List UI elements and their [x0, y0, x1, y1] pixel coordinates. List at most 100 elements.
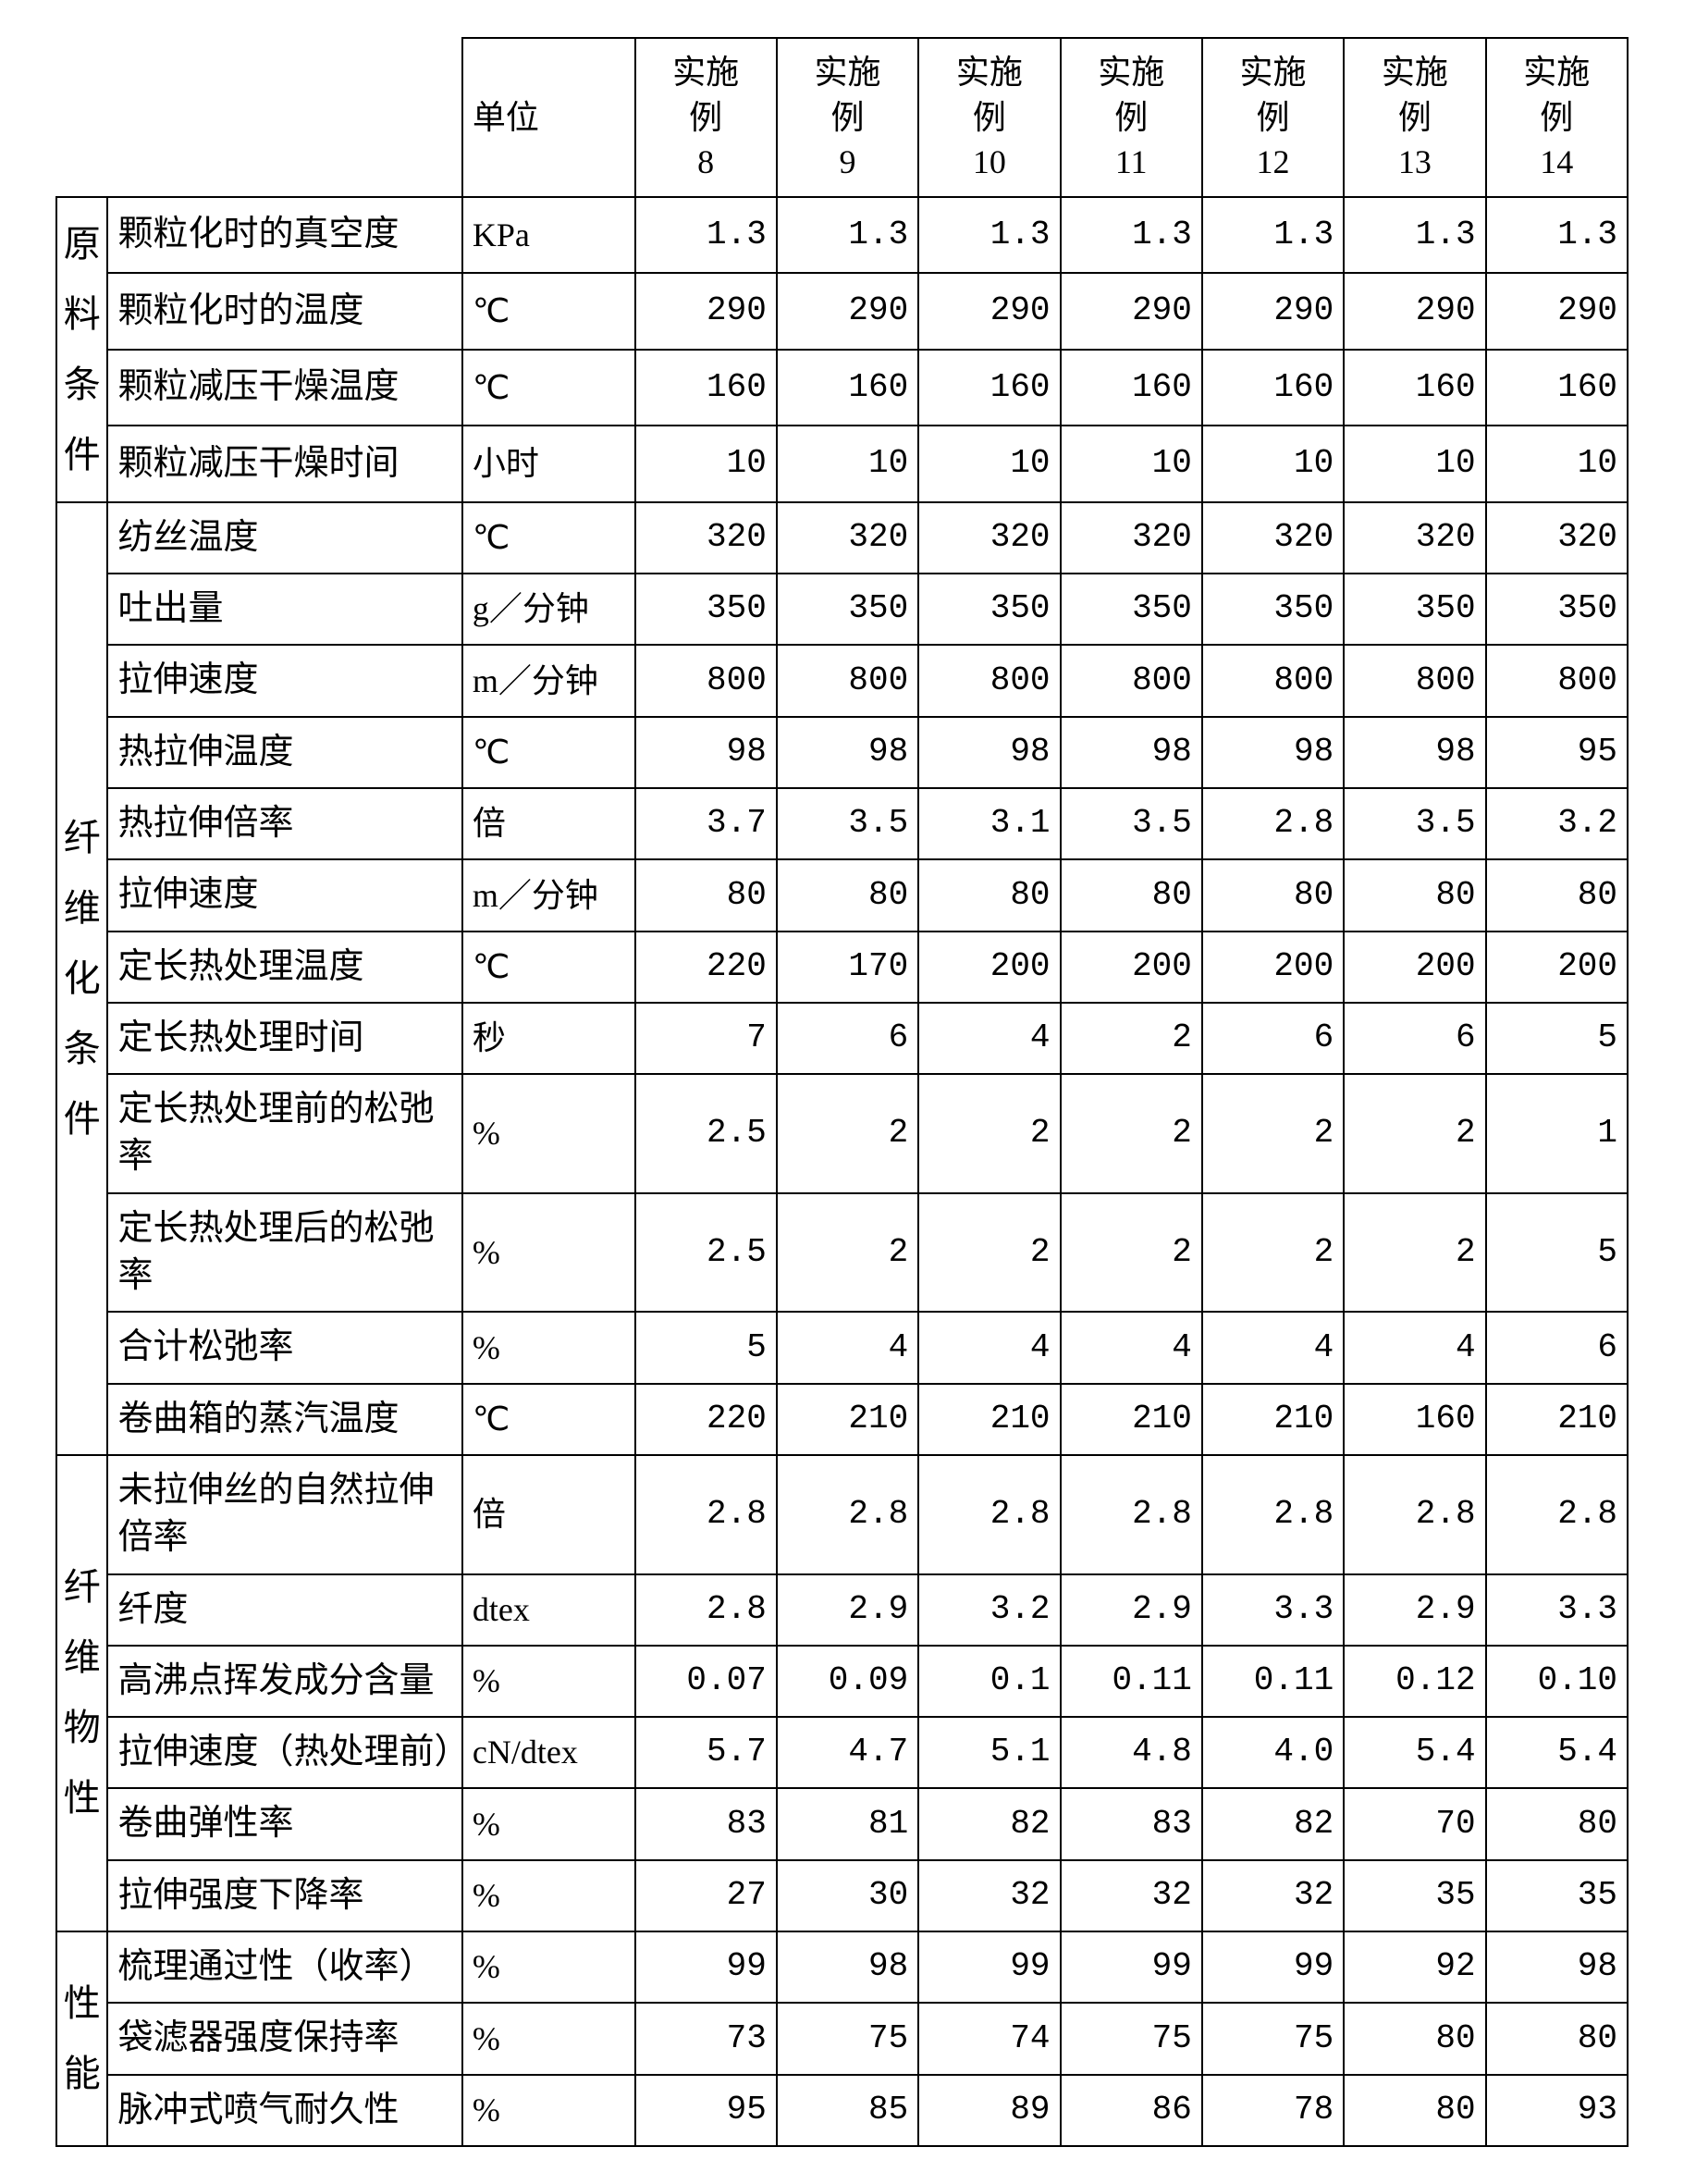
value-cell: 2.8: [1202, 1455, 1344, 1574]
table-row: 拉伸强度下降率%27303232323535: [56, 1860, 1628, 1931]
value-cell: 160: [1344, 1384, 1485, 1455]
table-row: 袋滤器强度保持率%73757475758080: [56, 2003, 1628, 2074]
value-cell: 80: [918, 859, 1060, 931]
value-cell: 1.3: [777, 197, 918, 274]
param-label: 合计松弛率: [107, 1312, 461, 1383]
param-label: 热拉伸倍率: [107, 788, 461, 859]
value-cell: 0.11: [1202, 1646, 1344, 1717]
value-cell: 75: [1202, 2003, 1344, 2074]
value-cell: 350: [777, 574, 918, 645]
value-cell: 10: [1202, 426, 1344, 502]
table-row: 热拉伸温度℃98989898989895: [56, 717, 1628, 788]
value-cell: 1.3: [1202, 197, 1344, 274]
value-cell: 83: [635, 1788, 777, 1859]
header-corner-blank: [56, 38, 462, 197]
value-cell: 2.9: [1061, 1574, 1202, 1646]
value-cell: 290: [1486, 273, 1628, 350]
value-cell: 4.0: [1202, 1717, 1344, 1788]
value-cell: 95: [635, 2075, 777, 2146]
value-cell: 350: [918, 574, 1060, 645]
value-cell: 4.8: [1061, 1717, 1202, 1788]
value-cell: 290: [918, 273, 1060, 350]
value-cell: 350: [1061, 574, 1202, 645]
value-cell: 0.1: [918, 1646, 1060, 1717]
value-cell: 99: [918, 1931, 1060, 2003]
unit-label: ℃: [462, 273, 635, 350]
value-cell: 10: [918, 426, 1060, 502]
table-row: 脉冲式喷气耐久性%95858986788093: [56, 2075, 1628, 2146]
value-cell: 800: [635, 645, 777, 716]
value-cell: 2: [1061, 1074, 1202, 1193]
value-cell: 80: [1061, 859, 1202, 931]
header-unit-label: 单位: [462, 38, 635, 197]
value-cell: 200: [1486, 932, 1628, 1003]
data-table: 单位实施 例 8实施 例 9实施 例 10实施 例 11实施 例 12实施 例 …: [55, 37, 1629, 2147]
param-label: 袋滤器强度保持率: [107, 2003, 461, 2074]
unit-label: %: [462, 1788, 635, 1859]
unit-label: ℃: [462, 502, 635, 574]
value-cell: 5: [635, 1312, 777, 1383]
param-label: 卷曲箱的蒸汽温度: [107, 1384, 461, 1455]
value-cell: 75: [1061, 2003, 1202, 2074]
unit-label: %: [462, 2003, 635, 2074]
value-cell: 4: [1061, 1312, 1202, 1383]
value-cell: 82: [918, 1788, 1060, 1859]
value-cell: 5: [1486, 1193, 1628, 1313]
table-row: 颗粒减压干燥温度℃160160160160160160160: [56, 350, 1628, 426]
value-cell: 99: [635, 1931, 777, 2003]
value-cell: 4: [777, 1312, 918, 1383]
table-row: 颗粒减压干燥时间小时10101010101010: [56, 426, 1628, 502]
table-row: 定长热处理后的松弛率%2.5222225: [56, 1193, 1628, 1313]
value-cell: 320: [1202, 502, 1344, 574]
unit-label: ℃: [462, 932, 635, 1003]
param-label: 脉冲式喷气耐久性: [107, 2075, 461, 2146]
value-cell: 2: [1344, 1193, 1485, 1313]
value-cell: 1.3: [1344, 197, 1485, 274]
table-row: 拉伸速度（热处理前）cN/dtex5.74.75.14.84.05.45.4: [56, 1717, 1628, 1788]
value-cell: 220: [635, 932, 777, 1003]
table-row: 热拉伸倍率倍3.73.53.13.52.83.53.2: [56, 788, 1628, 859]
param-label: 未拉伸丝的自然拉伸倍率: [107, 1455, 461, 1574]
unit-label: 小时: [462, 426, 635, 502]
unit-label: 倍: [462, 788, 635, 859]
value-cell: 1.3: [635, 197, 777, 274]
table-row: 卷曲弹性率%83818283827080: [56, 1788, 1628, 1859]
value-cell: 320: [1486, 502, 1628, 574]
param-label: 定长热处理前的松弛率: [107, 1074, 461, 1193]
value-cell: 7: [635, 1003, 777, 1074]
value-cell: 80: [635, 859, 777, 931]
value-cell: 200: [918, 932, 1060, 1003]
value-cell: 2: [918, 1193, 1060, 1313]
value-cell: 80: [1486, 2003, 1628, 2074]
param-label: 定长热处理后的松弛率: [107, 1193, 461, 1313]
value-cell: 2.8: [635, 1455, 777, 1574]
value-cell: 99: [1202, 1931, 1344, 2003]
value-cell: 290: [777, 273, 918, 350]
param-label: 纺丝温度: [107, 502, 461, 574]
param-label: 颗粒化时的真空度: [107, 197, 461, 274]
table-row: 定长热处理温度℃220170200200200200200: [56, 932, 1628, 1003]
value-cell: 2: [1202, 1193, 1344, 1313]
value-cell: 800: [1486, 645, 1628, 716]
value-cell: 290: [1202, 273, 1344, 350]
value-cell: 30: [777, 1860, 918, 1931]
value-cell: 800: [1061, 645, 1202, 716]
section-label: 纤 维 化 条 件: [56, 502, 107, 1455]
value-cell: 2.8: [635, 1574, 777, 1646]
value-cell: 350: [1202, 574, 1344, 645]
value-cell: 5.4: [1344, 1717, 1485, 1788]
param-label: 颗粒化时的温度: [107, 273, 461, 350]
value-cell: 4: [918, 1312, 1060, 1383]
value-cell: 81: [777, 1788, 918, 1859]
value-cell: 82: [1202, 1788, 1344, 1859]
value-cell: 800: [1344, 645, 1485, 716]
table-row: 纤 维 物 性未拉伸丝的自然拉伸倍率倍2.82.82.82.82.82.82.8: [56, 1455, 1628, 1574]
value-cell: 1.3: [1486, 197, 1628, 274]
value-cell: 0.07: [635, 1646, 777, 1717]
value-cell: 1.3: [1061, 197, 1202, 274]
table-row: 纤 维 化 条 件纺丝温度℃320320320320320320320: [56, 502, 1628, 574]
value-cell: 2: [1061, 1193, 1202, 1313]
value-cell: 6: [1344, 1003, 1485, 1074]
header-column: 实施 例 14: [1486, 38, 1628, 197]
value-cell: 98: [777, 717, 918, 788]
